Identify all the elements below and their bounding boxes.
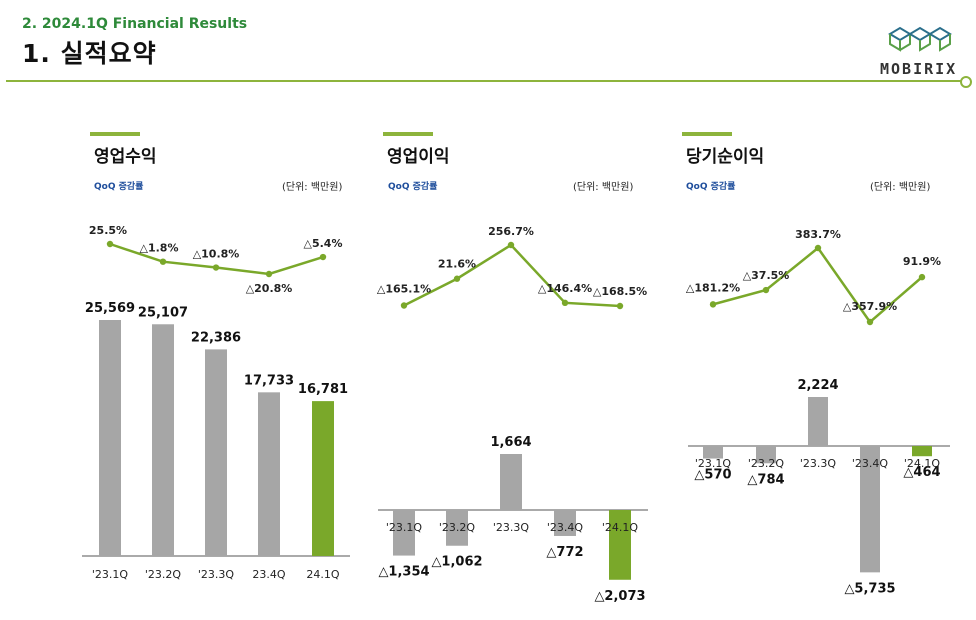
- header-subtitle: 2. 2024.1Q Financial Results: [22, 16, 248, 32]
- panel-1-qoq-label-3: △10.8%: [193, 248, 240, 261]
- panel-3-unit: (단위: 백만원): [870, 182, 931, 193]
- panel-3-qoq-label-3: 383.7%: [795, 228, 841, 241]
- panel-3-category-label-1: '23.1Q: [695, 457, 732, 470]
- panel-1-qoq-point-5: [319, 253, 327, 261]
- panel-2-qoq-point-2: [453, 275, 461, 282]
- panel-3-category-label-5: '24.1Q: [904, 457, 941, 470]
- panel-3-accent: [682, 132, 732, 136]
- panel-2-bar-3: [500, 454, 522, 510]
- panel-2-bar-4: [554, 510, 576, 536]
- panel-3-value-label-4: △5,735: [844, 581, 895, 596]
- panel-3-value-label-2: △784: [747, 472, 784, 487]
- panel-2-bar-1: [393, 510, 415, 556]
- panel-1-qoq-point-3: [212, 264, 220, 271]
- panel-1-qoq-point-4: [265, 270, 273, 278]
- panel-3-qoq-point-1: [709, 301, 717, 308]
- panel-1-value-label-4: 17,733: [244, 373, 294, 388]
- panel-2-qoq-label-5: △168.5%: [593, 285, 647, 298]
- panel-3-bar-4: [860, 446, 880, 573]
- panel-3-title: 당기순이익: [686, 147, 765, 167]
- panel-1-qoq-label-5: △5.4%: [304, 237, 343, 250]
- panel-1-value-label-1: 25,569: [85, 301, 135, 316]
- panel-2-qoq-label-4: △146.4%: [538, 282, 592, 295]
- panel-3-value-label-1: △570: [694, 468, 731, 483]
- panel-1-bar-5: [312, 401, 334, 556]
- panel-3-qoq-label-1: △181.2%: [686, 281, 740, 294]
- panel-2-qoq-point-3: [507, 241, 515, 249]
- panel-1-category-label-5: 24.1Q: [306, 568, 339, 581]
- panel-2-title: 영업이익: [387, 147, 450, 167]
- panel-3-qoq-label-5: 91.9%: [903, 255, 941, 268]
- panel-3-value-label-3: 2,224: [797, 378, 838, 393]
- panel-1-qoq-label-2: △1.8%: [140, 242, 179, 255]
- panel-1-bar-4: [258, 392, 280, 556]
- panel-1-qoq-point-1: [106, 240, 114, 248]
- panel-2-qoq-label-1: △165.1%: [377, 283, 431, 296]
- panel-1-bar-3: [205, 349, 227, 556]
- panel-1-value-label-5: 16,781: [298, 382, 348, 397]
- panel-2-value-label-4: △772: [546, 545, 583, 560]
- panel-2-category-label-3: '23.3Q: [493, 521, 530, 534]
- panel-3-value-label-5: △464: [903, 465, 940, 480]
- panel-3-bar-3: [808, 397, 828, 446]
- panel-1-qoq-label-1: 25.5%: [89, 224, 127, 237]
- panel-1-value-label-2: 25,107: [138, 305, 188, 320]
- panel-1-accent: [90, 132, 140, 136]
- header-rule: [6, 80, 964, 82]
- panel-2-category-label-2: '23.2Q: [439, 521, 476, 534]
- panel-1-title: 영업수익: [94, 147, 157, 167]
- panel-3-qoq-point-3: [814, 244, 822, 252]
- panel-2-accent: [383, 132, 433, 136]
- panel-2-qoq-point-4: [561, 299, 569, 307]
- panel-2-qoq-line: [403, 243, 621, 308]
- panel-1-category-label-1: '23.1Q: [92, 568, 129, 581]
- panel-2-qoq-label-2: 21.6%: [438, 258, 476, 271]
- panel-3-qoq-label: QoQ 증감률: [686, 182, 736, 192]
- panel-1-qoq-point-2: [159, 258, 167, 265]
- panel-2-qoq-point-1: [400, 302, 408, 309]
- panel-3-qoq-label-2: △37.5%: [743, 269, 790, 282]
- panel-3-category-label-3: '23.3Q: [800, 457, 837, 470]
- panel-2-qoq-label: QoQ 증감률: [388, 182, 438, 192]
- logo-text: MOBIRIX: [880, 60, 958, 78]
- panel-3-qoq-point-2: [762, 286, 770, 294]
- panel-2-bar-2: [446, 510, 468, 546]
- panel-3-bar-1: [703, 446, 723, 459]
- panel-3-qoq-point-4: [866, 318, 874, 326]
- panel-2-category-label-5: '24.1Q: [602, 521, 639, 534]
- panel-1-bar-2: [152, 324, 174, 556]
- panel-1-category-label-3: '23.3Q: [198, 568, 235, 581]
- panel-2-value-label-3: 1,664: [490, 435, 531, 450]
- panel-3-category-label-2: '23.2Q: [748, 457, 785, 470]
- panel-2-value-label-1: △1,354: [378, 565, 429, 580]
- panel-1-qoq-label: QoQ 증감률: [94, 182, 144, 192]
- panel-1-category-label-4: 23.4Q: [252, 568, 285, 581]
- panel-1-qoq-label-4: △20.8%: [246, 282, 293, 295]
- panel-2-qoq-label-3: 256.7%: [488, 225, 534, 238]
- panel-2-category-label-1: '23.1Q: [386, 521, 423, 534]
- header-rule-end: [960, 76, 972, 88]
- panel-3-bar-5: [912, 446, 932, 457]
- page-title: 1. 실적요약: [22, 39, 157, 68]
- panel-3-qoq-point-5: [918, 273, 926, 281]
- panel-2-category-label-4: '23.4Q: [547, 521, 584, 534]
- panel-1-unit: (단위: 백만원): [282, 182, 343, 193]
- panel-1-category-label-2: '23.2Q: [145, 568, 182, 581]
- panel-3-qoq-label-4: △357.9%: [843, 300, 897, 313]
- panel-2-value-label-5: △2,073: [594, 589, 645, 604]
- panel-1-value-label-3: 22,386: [191, 330, 241, 345]
- panel-2-bar-5: [609, 510, 631, 580]
- panel-3-bar-2: [756, 446, 776, 464]
- panel-2-unit: (단위: 백만원): [573, 182, 634, 193]
- panel-2-value-label-2: △1,062: [431, 555, 482, 570]
- panel-3-category-label-4: '23.4Q: [852, 457, 889, 470]
- panel-1-bar-1: [99, 320, 121, 556]
- panel-2-qoq-point-5: [616, 302, 624, 310]
- mobirix-logo: [888, 26, 952, 52]
